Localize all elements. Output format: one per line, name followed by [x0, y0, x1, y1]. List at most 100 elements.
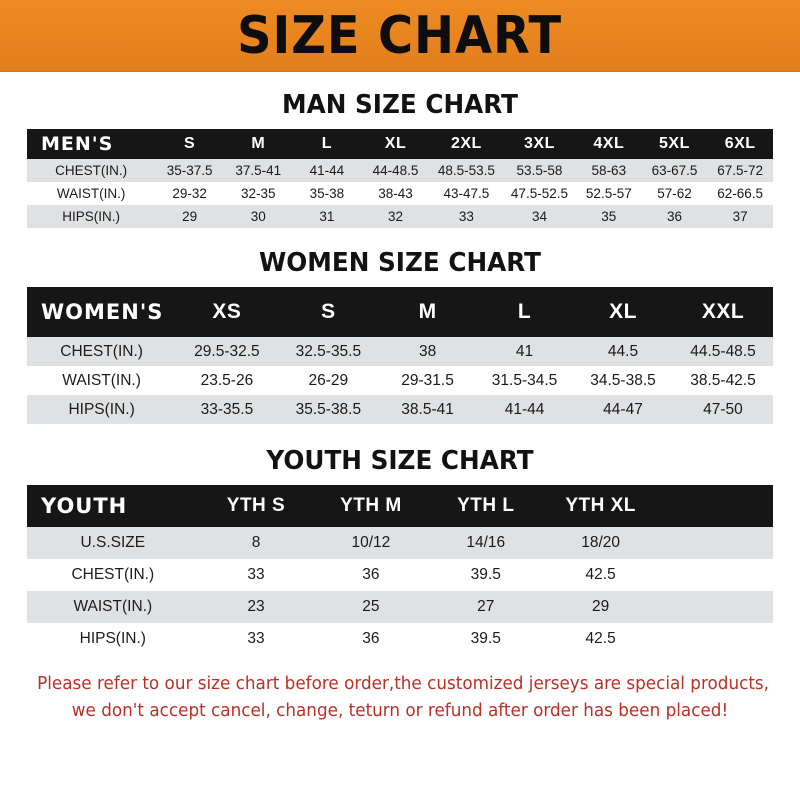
- man-size-cell: 35-37.5: [166, 163, 213, 178]
- man-size-cell: 33: [458, 209, 474, 224]
- man-size-table: MEN'S S M L XL 2XL 3XL 4XL 5XL 6XL CHEST(IN.) 35-37…: [27, 129, 773, 228]
- youth-size-cell: 36: [362, 566, 380, 583]
- women-size-column-header: XS: [212, 300, 242, 323]
- women-size-cell: 38.5-41: [401, 400, 454, 418]
- youth-size-row-label: HIPS(IN.): [79, 630, 146, 647]
- youth-size-header-spacer: [658, 485, 773, 527]
- man-size-cell: 43-47.5: [443, 186, 490, 201]
- man-size-cell: 63-67.5: [651, 163, 698, 178]
- youth-size-cell: 25: [362, 598, 380, 615]
- youth-size-cell: 10/12: [351, 534, 391, 551]
- youth-size-row: CHEST(IN.) 33 36 39.5 42.5: [27, 559, 773, 591]
- women-size-cell: 31.5-34.5: [491, 371, 558, 389]
- man-size-cell: 67.5-72: [717, 163, 764, 178]
- women-size-header-row: WOMEN'S XS S M L XL XXL: [27, 287, 773, 337]
- man-size-cell: 58-63: [591, 163, 627, 178]
- order-policy-note-line-2: we don't accept cancel, change, teturn o…: [71, 701, 729, 722]
- man-size-column-header: 5XL: [659, 135, 690, 152]
- youth-size-cell: 18/20: [581, 534, 621, 551]
- women-size-row-label: WAIST(IN.): [62, 371, 141, 389]
- man-size-row-label: WAIST(IN.): [56, 186, 126, 201]
- women-size-cell: 38: [418, 342, 437, 360]
- man-size-cell: 35-38: [309, 186, 345, 201]
- women-size-cell: 47-50: [703, 400, 743, 418]
- youth-size-cell: 27: [477, 598, 495, 615]
- women-size-cell: 44.5: [607, 342, 639, 360]
- women-size-column-header: L: [517, 300, 532, 323]
- man-size-cell: 30: [250, 209, 266, 224]
- youth-size-column-header: YTH S: [226, 495, 286, 516]
- youth-size-row-label: WAIST(IN.): [73, 598, 153, 615]
- women-size-cell: 33-35.5: [200, 400, 254, 418]
- man-size-column-header: S: [184, 135, 196, 152]
- man-size-column-header: 6XL: [724, 135, 756, 152]
- women-size-cell: 44-47: [603, 400, 643, 418]
- youth-size-cell: 42.5: [585, 630, 616, 647]
- youth-size-cell: 8: [251, 534, 261, 551]
- women-size-corner-label: WOMEN'S: [41, 300, 164, 324]
- youth-size-cell: 39.5: [470, 566, 501, 583]
- youth-size-row: WAIST(IN.) 23 25 27 29: [27, 591, 773, 623]
- youth-size-cell-spacer: [658, 559, 773, 591]
- man-size-cell: 37.5-41: [235, 163, 282, 178]
- section-title-women: WOMEN SIZE CHART: [258, 248, 542, 278]
- youth-size-cell: 39.5: [470, 630, 501, 647]
- order-policy-note-line-1: Please refer to our size chart before or…: [37, 674, 770, 694]
- youth-size-cell: 42.5: [585, 566, 616, 583]
- man-size-cell: 35: [601, 209, 617, 224]
- youth-size-cell: 33: [247, 630, 265, 647]
- man-size-cell: 34: [531, 209, 547, 224]
- youth-size-cell: 14/16: [466, 534, 506, 551]
- women-size-cell: 29-31.5: [401, 371, 454, 389]
- man-size-cell: 29-32: [172, 186, 207, 201]
- youth-size-table: YOUTH YTH S YTH M YTH L YTH XL U.S.SIZE 8 10/12…: [27, 485, 773, 655]
- man-size-row: HIPS(IN.) 29 30 31 32 33 34 35 36 37: [27, 205, 773, 228]
- women-size-table: WOMEN'S XS S M L XL XXL CHEST(IN.) 29.5-32.5 32.5…: [27, 287, 773, 424]
- man-size-cell: 31: [319, 209, 335, 224]
- women-size-cell: 44.5-48.5: [690, 342, 756, 360]
- youth-size-cell: 36: [362, 630, 380, 647]
- youth-size-corner-label: YOUTH: [41, 494, 128, 518]
- women-size-row: CHEST(IN.) 29.5-32.5 32.5-35.5 38 41 44.5 44.5…: [27, 337, 773, 366]
- youth-size-column-header: YTH M: [340, 495, 402, 516]
- women-size-cell: 41: [515, 342, 534, 360]
- youth-size-cell-spacer: [658, 623, 773, 655]
- man-size-cell: 32-35: [240, 186, 276, 201]
- women-size-row-label: CHEST(IN.): [60, 342, 143, 360]
- man-size-cell: 29: [182, 209, 198, 224]
- youth-size-cell: 33: [247, 566, 265, 583]
- youth-size-row-label: U.S.SIZE: [80, 534, 146, 551]
- youth-size-column-header: YTH XL: [565, 495, 636, 516]
- man-size-row-label: CHEST(IN.): [55, 163, 128, 178]
- man-size-row: WAIST(IN.) 29-32 32-35 35-38 38-43 43-47.5 47.…: [27, 182, 773, 205]
- man-size-header-row: MEN'S S M L XL 2XL 3XL 4XL 5XL 6XL: [27, 129, 773, 159]
- man-size-cell: 37: [732, 209, 748, 224]
- man-size-column-header: XL: [384, 135, 407, 152]
- section-title-man: MAN SIZE CHART: [281, 90, 518, 120]
- man-size-column-header: 3XL: [524, 135, 555, 152]
- man-size-corner-label: MEN'S: [41, 133, 114, 155]
- youth-size-cell: 29: [592, 598, 610, 615]
- youth-size-cell-spacer: [658, 591, 773, 623]
- women-size-cell: 23.5-26: [200, 371, 254, 389]
- order-policy-note: Please refer to our size chart before or…: [37, 671, 770, 725]
- man-size-cell: 52.5-57: [585, 186, 632, 201]
- women-size-cell: 34.5-38.5: [590, 371, 656, 389]
- women-size-cell: 35.5-38.5: [295, 400, 362, 418]
- man-size-row-label: HIPS(IN.): [62, 209, 121, 224]
- man-size-cell: 32: [387, 209, 404, 224]
- women-size-column-header: M: [418, 300, 437, 323]
- man-size-table-wrapper: MEN'S S M L XL 2XL 3XL 4XL 5XL 6XL CHEST(IN.) 35-37…: [27, 129, 773, 228]
- man-size-cell: 48.5-53.5: [437, 163, 495, 178]
- women-size-row: WAIST(IN.) 23.5-26 26-29 29-31.5 31.5-34.5 34…: [27, 366, 773, 395]
- man-size-cell: 53.5-58: [516, 163, 563, 178]
- youth-size-table-wrapper: YOUTH YTH S YTH M YTH L YTH XL U.S.SIZE 8 10/12…: [27, 485, 773, 655]
- youth-size-row: HIPS(IN.) 33 36 39.5 42.5: [27, 623, 773, 655]
- women-size-cell: 26-29: [308, 371, 349, 389]
- women-size-row: HIPS(IN.) 33-35.5 35.5-38.5 38.5-41 41-44 44-…: [27, 395, 773, 424]
- section-title-youth: YOUTH SIZE CHART: [266, 446, 534, 476]
- youth-size-cell-spacer: [658, 527, 773, 559]
- youth-size-header-row: YOUTH YTH S YTH M YTH L YTH XL: [27, 485, 773, 527]
- man-size-column-header: M: [251, 135, 266, 152]
- man-size-cell: 57-62: [657, 186, 692, 201]
